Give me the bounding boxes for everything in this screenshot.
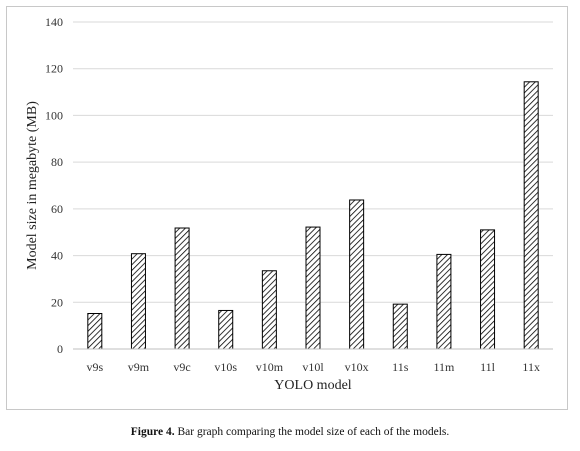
y-tick-label: 60 (51, 202, 63, 216)
x-tick-label: v10l (302, 360, 324, 374)
bar-v10x (349, 199, 365, 350)
bar-11s (392, 303, 408, 350)
y-tick-labels: 0 20 40 60 80 100 120 140 (45, 15, 63, 356)
bar-v10l (305, 226, 321, 350)
x-tick-label: 11s (392, 360, 409, 374)
x-tick-label: v10m (256, 360, 284, 374)
bar-11x (523, 81, 539, 350)
x-tick-label: 11l (480, 360, 496, 374)
y-tick-label: 100 (45, 108, 63, 122)
bar-v10s (218, 309, 234, 350)
x-tick-label: 11x (522, 360, 540, 374)
x-tick-label: v9s (86, 360, 103, 374)
figure-caption: Figure 4. Bar graph comparing the model … (0, 426, 580, 438)
y-tick-label: 140 (45, 15, 63, 29)
bar-11m (436, 253, 452, 350)
bars (87, 81, 539, 350)
bar-v9c (174, 227, 190, 350)
figure-frame (6, 6, 568, 410)
grid-lines (73, 21, 553, 303)
x-tick-label: v9m (128, 360, 150, 374)
y-tick-label: 80 (51, 155, 63, 169)
x-tick-labels: v9s v9m v9c v10s v10m v10l v10x 11s 11m 11l 11x (86, 360, 539, 374)
x-axis-title: YOLO model (274, 378, 351, 393)
y-tick-label: 40 (51, 249, 63, 263)
bar-v9s (87, 312, 103, 350)
x-tick-label: v10s (214, 360, 237, 374)
y-axis-title: Model size in megabyte (MB) (25, 101, 40, 270)
bar-chart: 0 20 40 60 80 100 120 140 v9s v9m v9c v10s v10m v10l… (25, 15, 553, 393)
caption-text: Bar graph comparing the model size of ea… (174, 426, 450, 438)
x-tick-label: v10x (345, 360, 369, 374)
caption-label: Figure 4. (130, 426, 175, 438)
y-tick-label: 120 (45, 62, 63, 76)
x-tick-label: v9c (173, 360, 190, 374)
bar-11l (480, 229, 496, 350)
y-tick-label: 0 (57, 342, 63, 356)
y-tick-label: 20 (51, 295, 63, 309)
x-tick-label: 11m (433, 360, 455, 374)
bar-v10m (261, 270, 277, 350)
bar-v9m (130, 253, 146, 350)
